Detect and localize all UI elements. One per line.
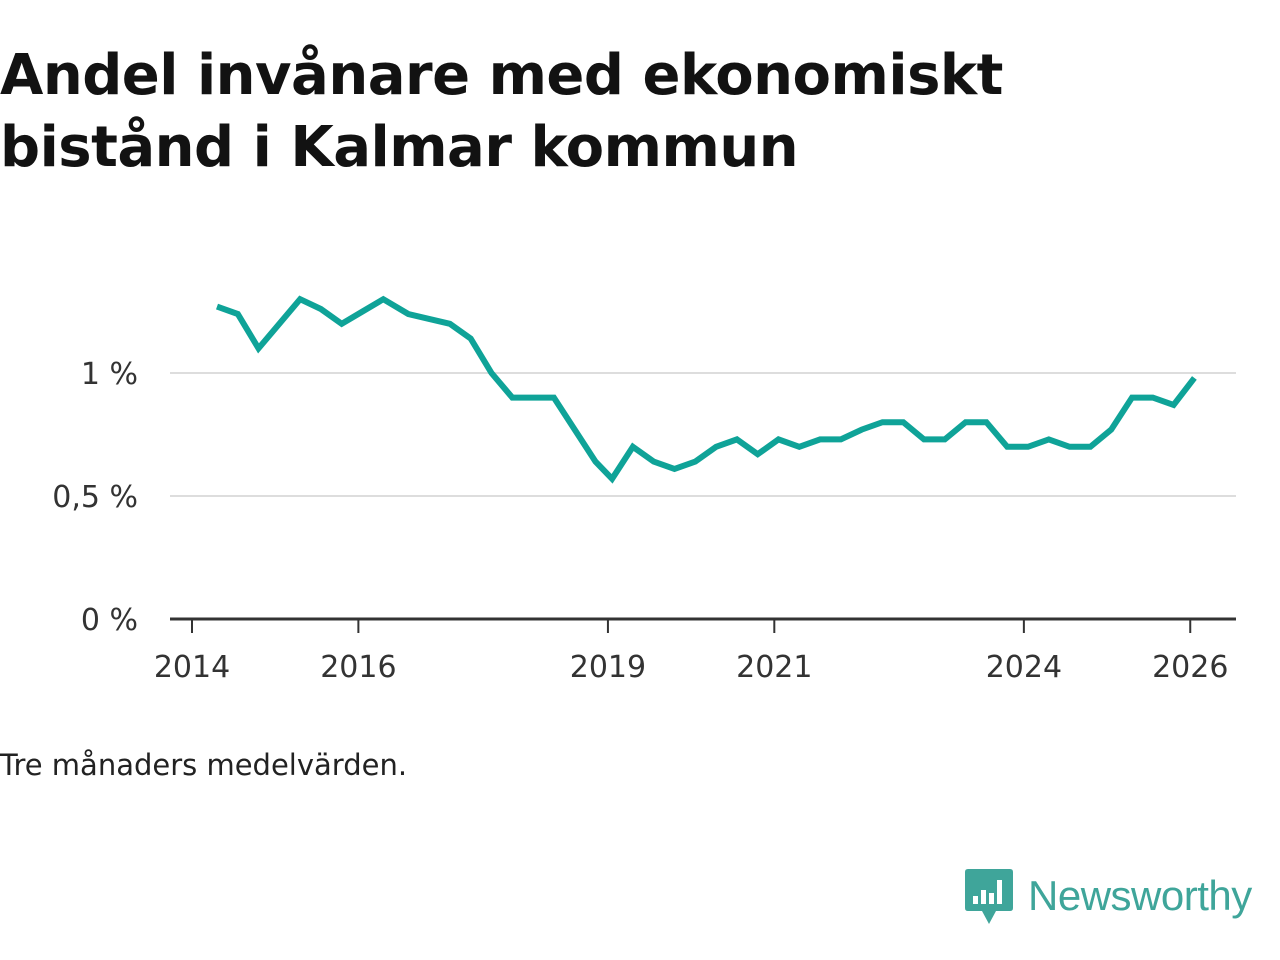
x-tick-label: 2021 xyxy=(736,650,812,685)
x-tick-label: 2014 xyxy=(154,650,230,685)
chart-caption: Tre månaders medelvärden. xyxy=(0,748,408,782)
y-tick-label: 1 % xyxy=(81,357,138,392)
y-axis-tick-labels: 0 % 0,5 % 1 % xyxy=(52,357,138,638)
series-layer xyxy=(215,295,1197,484)
x-tick-label: 2026 xyxy=(1152,650,1228,685)
x-tick-label: 2016 xyxy=(320,650,396,685)
newsworthy-logo-icon xyxy=(965,869,1013,924)
y-tick-label: 0 % xyxy=(81,603,138,638)
x-axis: 2014 2016 2019 2021 2024 2026 xyxy=(154,619,1228,685)
brand-name: Newsworthy xyxy=(1028,872,1252,919)
brand-logo: Newsworthy xyxy=(964,864,1252,928)
gridlines xyxy=(170,372,1236,497)
series-line xyxy=(215,295,1197,484)
y-tick-label: 0,5 % xyxy=(52,480,138,515)
x-tick-label: 2019 xyxy=(570,650,646,685)
x-tick-label: 2024 xyxy=(986,650,1062,685)
chart-title: Andel invånare med ekonomiskt bistånd i … xyxy=(0,43,1003,180)
